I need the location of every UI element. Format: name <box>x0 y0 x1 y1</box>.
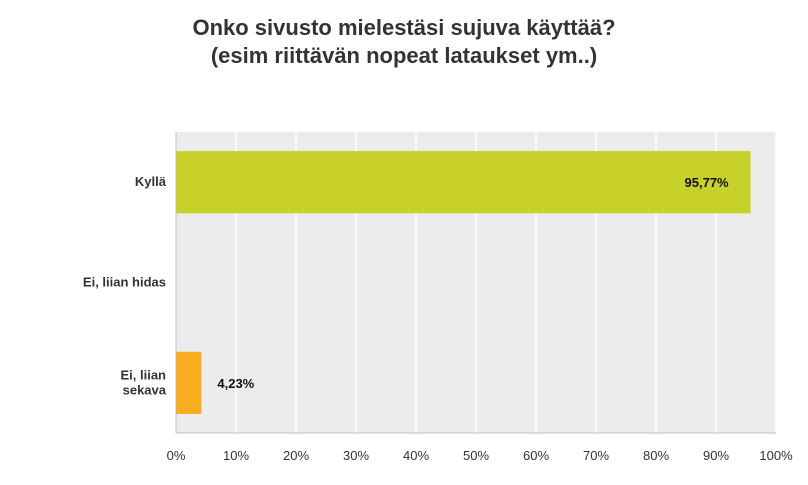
chart-title-line-2: (esim riittävän nopeat lataukset ym..) <box>210 43 598 68</box>
chart-title: Onko sivusto mielestäsi sujuva käyttää? … <box>0 14 808 70</box>
category-label-line: Kyllä <box>135 174 167 189</box>
category-label-line: Ei, liian <box>120 367 166 382</box>
category-label: Kyllä <box>135 174 167 189</box>
category-label: Ei, liian sekava <box>120 367 166 397</box>
x-tick-label: 80% <box>643 448 669 463</box>
x-tick-label: 90% <box>703 448 729 463</box>
category-label-line: sekava <box>123 382 167 397</box>
x-tick-label: 60% <box>523 448 549 463</box>
bar <box>176 351 202 414</box>
x-tick-label: 40% <box>403 448 429 463</box>
x-tick-label: 10% <box>223 448 249 463</box>
data-label: 4,23% <box>217 376 254 391</box>
x-tick-label: 30% <box>343 448 369 463</box>
x-tick-label: 20% <box>283 448 309 463</box>
x-tick-label: 50% <box>463 448 489 463</box>
category-label: Ei, liian hidas <box>83 275 166 290</box>
bar <box>176 151 751 214</box>
category-label-line: Ei, liian hidas <box>83 275 166 290</box>
chart-title-line-1: Onko sivusto mielestäsi sujuva käyttää? <box>192 15 616 40</box>
x-tick-label: 100% <box>759 448 793 463</box>
x-tick-label: 70% <box>583 448 609 463</box>
x-tick-label: 0% <box>167 448 186 463</box>
data-label: 95,77% <box>685 175 730 190</box>
